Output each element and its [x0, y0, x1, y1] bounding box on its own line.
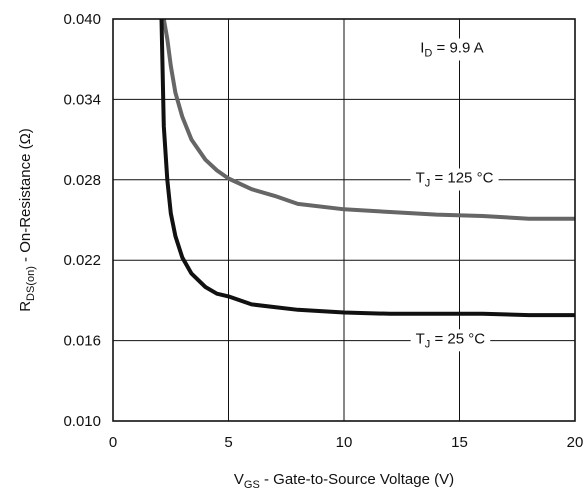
- y-tick-label: 0.028: [63, 172, 101, 189]
- annotation-id: ID = 9.9 A: [415, 38, 489, 61]
- x-tick-label: 0: [109, 434, 117, 451]
- annotation-bg: [415, 38, 489, 61]
- x-axis-label: VGS - Gate-to-Source Voltage (V): [234, 471, 454, 491]
- y-tick-label: 0.034: [63, 91, 101, 108]
- annotation-tj125: TJ = 125 °C: [410, 168, 499, 191]
- series-line-tj25: [159, 18, 575, 318]
- series-lines: [159, 18, 575, 318]
- y-tick-label: 0.016: [63, 333, 101, 350]
- grid: [113, 19, 575, 421]
- annotation-bg: [410, 168, 499, 191]
- x-tick-label: 15: [451, 434, 468, 451]
- y-tick-label: 0.040: [63, 11, 101, 28]
- annotation-text: ID = 9.9 A: [420, 40, 483, 60]
- x-tick-labels: 0 5 10 15 20: [109, 434, 584, 451]
- y-tick-labels: 0.010 0.016 0.022 0.028 0.034 0.040: [63, 11, 101, 430]
- annotation-text: TJ = 25 °C: [416, 330, 486, 350]
- annotations: ID = 9.9 A TJ = 125 °C TJ = 25 °C: [410, 38, 499, 352]
- annotation-text: TJ = 125 °C: [416, 169, 494, 189]
- plot-frame: [112, 18, 576, 422]
- y-tick-label: 0.010: [63, 413, 101, 430]
- series-line-tj125: [161, 18, 575, 221]
- annotation-tj25: TJ = 25 °C: [410, 329, 491, 352]
- x-tick-label: 20: [567, 434, 584, 451]
- y-tick-label: 0.022: [63, 252, 101, 269]
- annotation-bg: [410, 329, 491, 352]
- x-tick-label: 5: [224, 434, 232, 451]
- x-tick-label: 10: [336, 434, 353, 451]
- y-axis-label: RDS(on) - On-Resistance (Ω): [17, 128, 37, 312]
